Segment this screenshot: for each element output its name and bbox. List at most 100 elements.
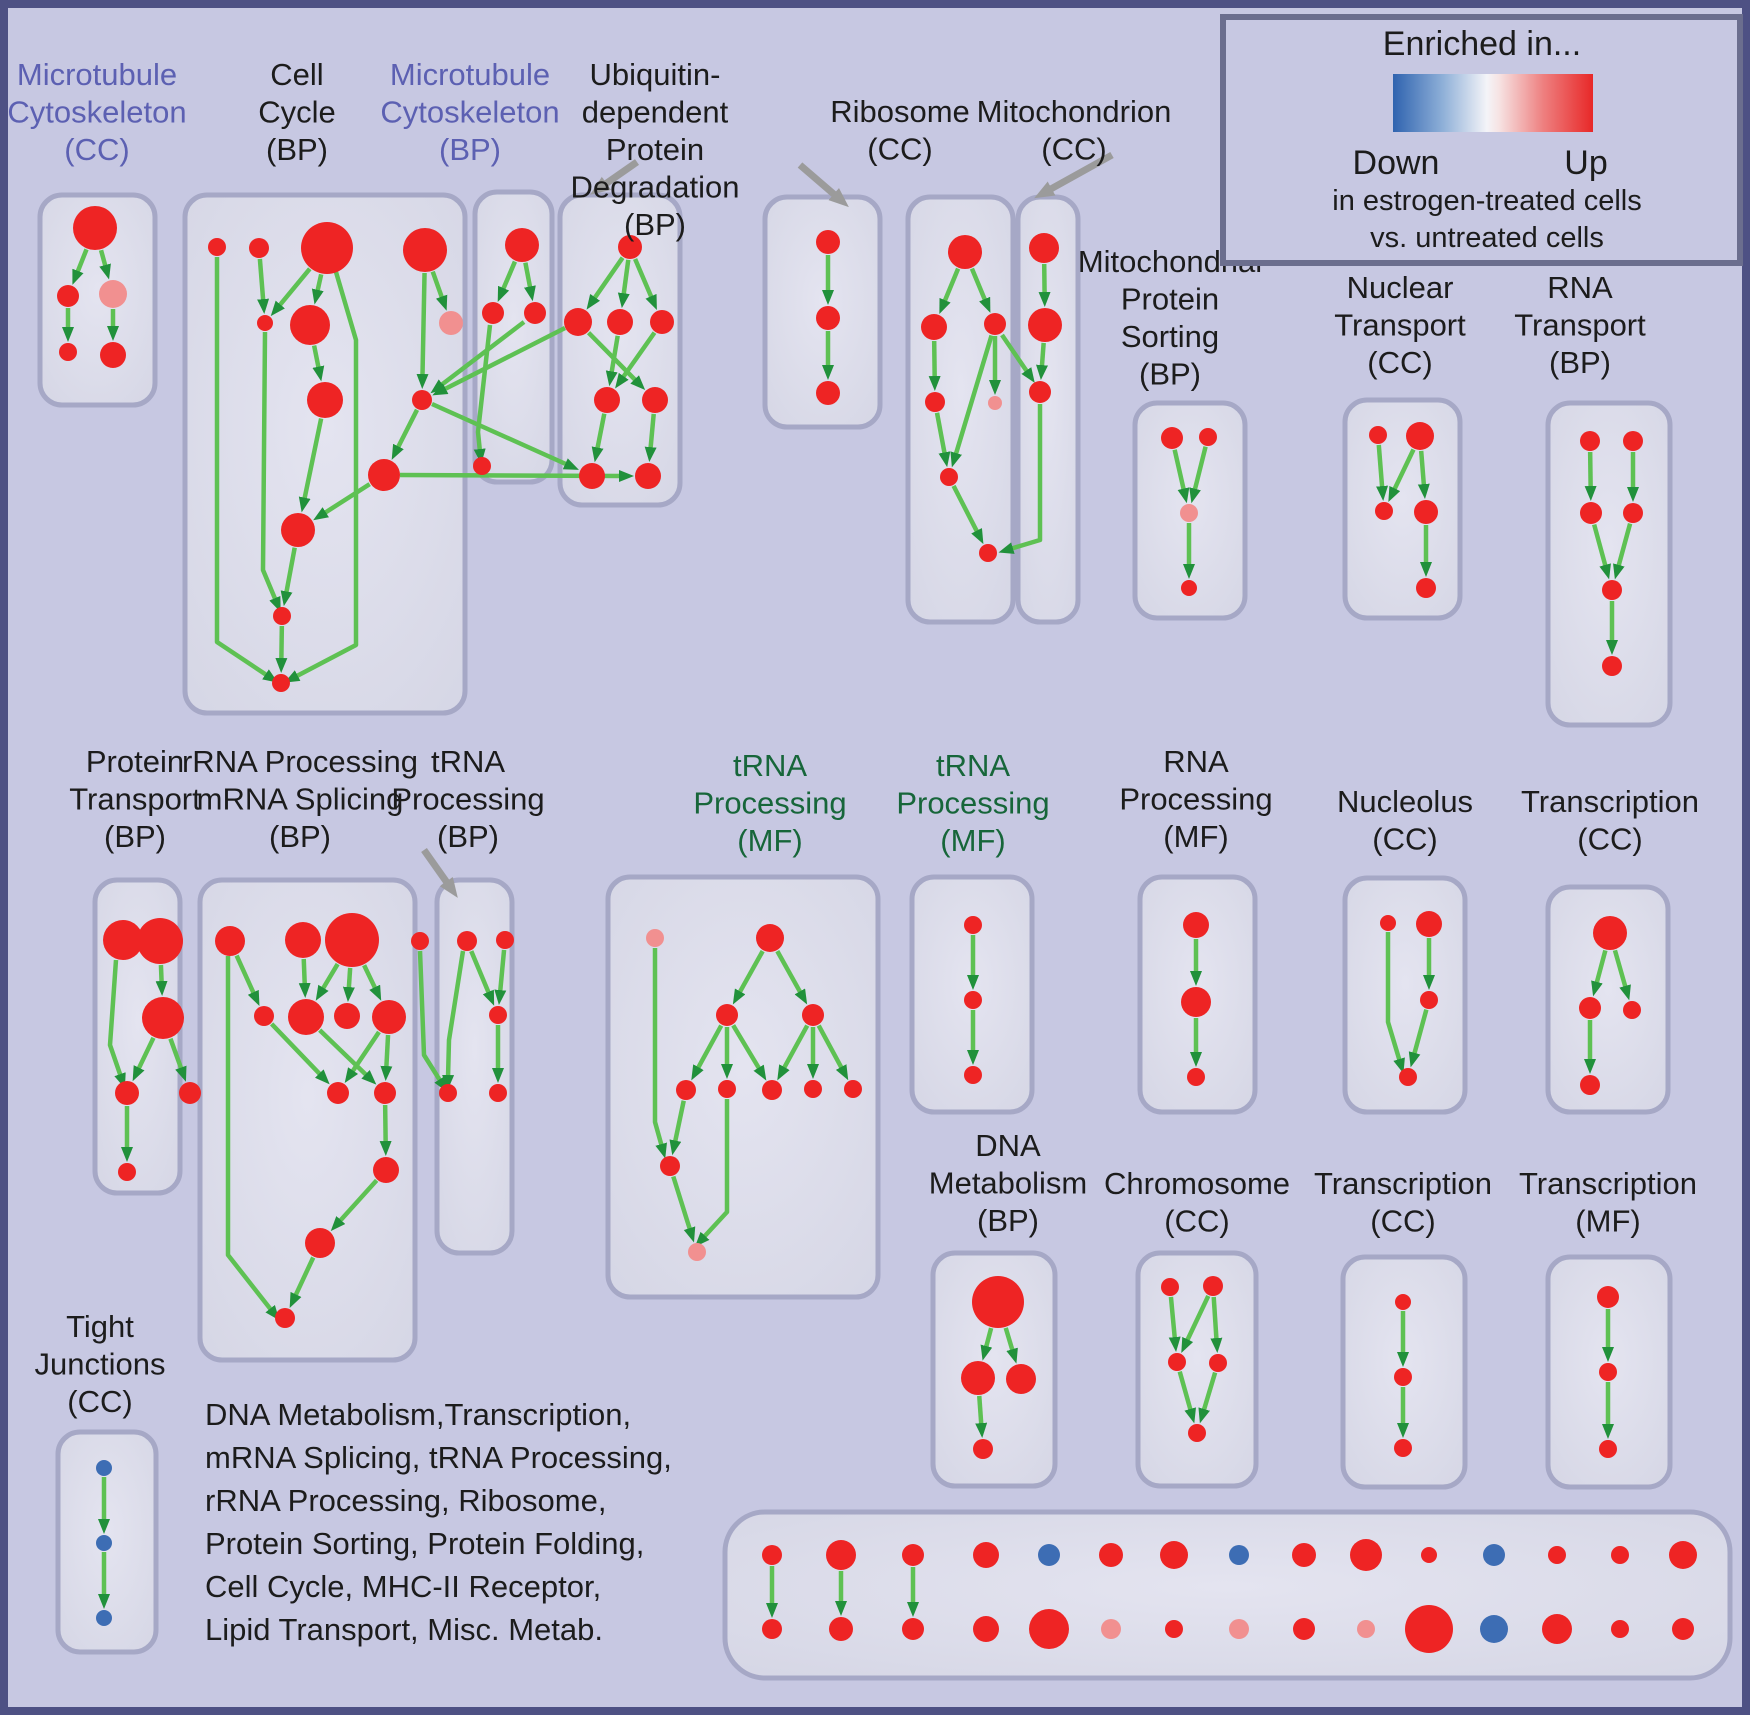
ribosome-node-mr xyxy=(984,313,1006,335)
ubiquitin-degradation-node-m2 xyxy=(607,309,633,335)
misc-node-bottom-5 xyxy=(1101,1619,1121,1639)
cell-cycle-edge xyxy=(270,267,312,317)
protein-transport-edge xyxy=(107,959,126,1089)
rrna-processing-mrna-splicing-edge xyxy=(318,1028,377,1085)
cell-cycle-node-h xyxy=(307,382,343,418)
mitochondrial-protein-sorting-node-pk xyxy=(1180,504,1198,522)
annotation-arrow xyxy=(797,162,849,208)
legend-down-label: Down xyxy=(1353,144,1440,182)
microtubule-cc-edge xyxy=(72,248,89,285)
misc-node-top-6 xyxy=(1160,1541,1188,1569)
protein-transport-node-l2 xyxy=(179,1082,201,1104)
microtubule-cc-node-a xyxy=(73,206,117,250)
misc-node-top-1 xyxy=(826,1540,856,1570)
rrna-processing-mrna-splicing-node-q xyxy=(373,1157,399,1183)
rrna-processing-mrna-splicing-node-m3 xyxy=(334,1003,360,1029)
nuclear-transport-label: Nuclear xyxy=(1347,270,1454,305)
chromosome-node-mr xyxy=(1209,1354,1227,1372)
transcription-cc-row2-node-ml xyxy=(1579,997,1601,1019)
rna-transport-label: (BP) xyxy=(1549,345,1611,380)
trna-processing-mf-large-node-pk xyxy=(646,929,664,947)
ubiquitin-degradation-node-t xyxy=(618,235,642,259)
transcription-cc-row2-node-b xyxy=(1580,1075,1600,1095)
legend-up-label: Up xyxy=(1564,144,1607,182)
mitochondrion-node-a xyxy=(1029,233,1059,263)
rna-transport-node-tr xyxy=(1623,431,1643,451)
ubiquitin-degradation-edge xyxy=(644,413,657,463)
trna-processing-mf-large-node-l1 xyxy=(676,1080,696,1100)
rrna-processing-mrna-splicing-node-m1 xyxy=(254,1006,274,1026)
dna-metabolism-edge xyxy=(1003,1327,1018,1364)
misc-node-top-4 xyxy=(1038,1544,1060,1566)
ubiquitin-degradation-label: (BP) xyxy=(624,207,686,242)
misc-node-top-5 xyxy=(1099,1543,1123,1567)
nucleolus-edge xyxy=(1408,1009,1429,1068)
chromosome-label: (CC) xyxy=(1164,1204,1229,1239)
trna-processing-bp-box xyxy=(434,877,515,1256)
chromosome-edge xyxy=(1210,1296,1223,1354)
trna-processing-mf-large-edge xyxy=(669,1100,686,1156)
nuclear-transport-edge xyxy=(1376,444,1389,502)
dna-metabolism-box xyxy=(930,1250,1058,1489)
transcription-mf-label: (MF) xyxy=(1575,1204,1640,1239)
ubiquitin-degradation-edge xyxy=(586,256,625,310)
transcription-cc-row3-label: Transcription xyxy=(1314,1166,1492,1201)
cell-cycle-node-b xyxy=(249,238,269,258)
misc-node-bottom-13 xyxy=(1611,1620,1629,1638)
nuclear-transport-edge xyxy=(1388,448,1416,502)
transcription-cc-row2-edge xyxy=(1591,949,1608,997)
legend-gradient-bar xyxy=(1393,74,1593,132)
rna-transport-edge xyxy=(1591,523,1611,580)
trna-processing-mf-large-edge xyxy=(732,949,765,1005)
ribosome-edge xyxy=(951,484,984,545)
misc-node-bottom-7 xyxy=(1229,1619,1249,1639)
ubiquitin-degradation-edge xyxy=(633,258,657,311)
trna-processing-bp-label: Processing xyxy=(391,782,544,817)
dna-metabolism-node-b xyxy=(973,1439,993,1459)
cross-cluster-edge xyxy=(998,404,1043,554)
transcription-cc-row2-edge xyxy=(1612,949,1631,1001)
trna-processing-mf-small-node-b xyxy=(964,991,982,1009)
tight-junctions-node-b xyxy=(96,1535,112,1551)
rrna-processing-mrna-splicing-edge xyxy=(342,967,355,1003)
microtubule-cc-label: (CC) xyxy=(64,132,129,167)
rna-transport-node-m xyxy=(1602,580,1622,600)
trna-processing-mf-small-label: Processing xyxy=(896,786,1049,821)
microtubule-cc-node-b xyxy=(57,285,79,307)
legend: Enriched in... Down Up in estrogen-treat… xyxy=(1220,14,1743,266)
annotation-arrow xyxy=(1034,151,1114,199)
microtubule-bp-label: Microtubule xyxy=(390,57,550,92)
ubiquitin-degradation-label: Ubiquitin- xyxy=(590,57,721,92)
microtubule-cc-node-d xyxy=(59,343,77,361)
tight-junctions-node-a xyxy=(96,1460,112,1476)
nuclear-transport-node-ml xyxy=(1375,502,1393,520)
rna-transport-edge xyxy=(1613,523,1633,580)
trna-processing-mf-large-node-ml xyxy=(716,1004,738,1026)
microtubule-bp-edge xyxy=(497,260,518,302)
ubiquitin-degradation-label: dependent xyxy=(582,95,729,130)
trna-processing-bp-edge xyxy=(494,949,507,1006)
misc-node-bottom-3 xyxy=(973,1616,999,1642)
misc-node-top-11 xyxy=(1483,1544,1505,1566)
nuclear-transport-node-tr xyxy=(1406,422,1434,450)
trna-processing-mf-large-node-b2 xyxy=(688,1243,706,1261)
ubiquitin-degradation-label: Protein xyxy=(606,132,704,167)
ribosome-label: Ribosome xyxy=(830,94,970,129)
rrna-processing-mrna-splicing-edge xyxy=(380,1034,393,1082)
cell-cycle-label: Cell xyxy=(270,57,323,92)
misc-text-line: Cell Cycle, MHC-II Receptor, xyxy=(205,1569,601,1604)
trna-processing-bp-node-tr xyxy=(496,931,514,949)
transcription-cc-row3-node-b xyxy=(1394,1368,1412,1386)
trna-processing-mf-large-node-l3 xyxy=(762,1080,782,1100)
rrna-processing-mrna-splicing-node-d xyxy=(411,932,429,950)
protein-transport-label: (BP) xyxy=(104,819,166,854)
trna-processing-mf-large-edge xyxy=(816,1024,849,1081)
rrna-processing-mrna-splicing-node-r xyxy=(305,1228,335,1258)
rna-transport-node-b xyxy=(1602,656,1622,676)
transcription-mf-node-b xyxy=(1599,1363,1617,1381)
cell-cycle-edge xyxy=(430,270,448,311)
microtubule-bp-node-a xyxy=(505,228,539,262)
rna-transport-node-tl xyxy=(1580,431,1600,451)
ribosome-node-b xyxy=(979,544,997,562)
ribosome-node-t xyxy=(948,235,982,269)
